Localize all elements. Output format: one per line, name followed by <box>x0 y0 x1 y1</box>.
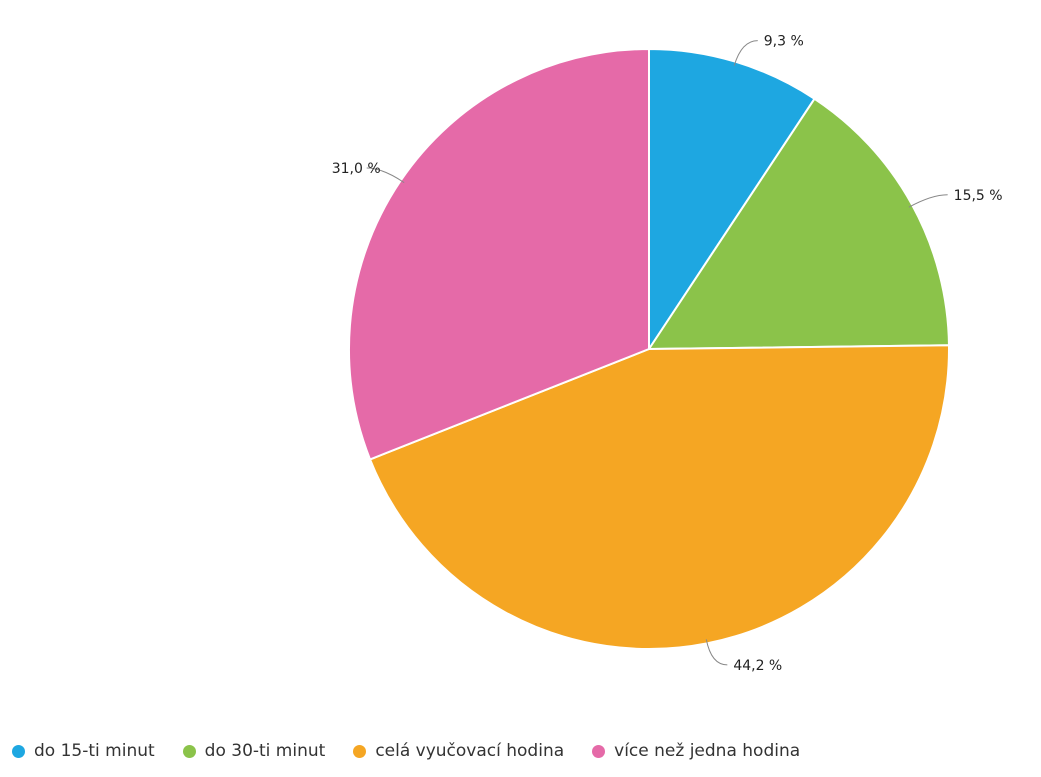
legend-item-3: celá vyučovací hodina <box>353 741 564 761</box>
legend-label: do 15-ti minut <box>34 741 155 761</box>
data-label-3: 44,2 % <box>733 658 782 674</box>
legend-label: celá vyučovací hodina <box>375 741 565 761</box>
legend-label: do 30-ti minut <box>204 741 326 761</box>
legend-swatch-icon <box>12 744 25 758</box>
legend-swatch-icon <box>353 744 367 758</box>
legend-swatch-icon <box>592 744 606 758</box>
leader-line-2 <box>908 194 948 208</box>
legend-label: více než jedna hodina <box>614 741 801 761</box>
legend-item-1: do 15-ti minut <box>12 741 155 761</box>
data-label-4: 31,0 % <box>332 161 381 177</box>
legend: do 15-ti minut do 30-ti minut celá vyučova… <box>0 736 1041 766</box>
legend-swatch-icon <box>182 744 196 758</box>
legend-item-4: více než jedna hodina <box>592 741 800 761</box>
data-label-2: 15,5 % <box>954 188 1003 204</box>
leader-line-1 <box>733 40 758 66</box>
data-label-1: 9,3 % <box>764 34 804 50</box>
leader-line-3 <box>705 639 728 666</box>
legend-item-2: do 30-ti minut <box>182 741 326 761</box>
leader-line-4 <box>366 167 405 184</box>
